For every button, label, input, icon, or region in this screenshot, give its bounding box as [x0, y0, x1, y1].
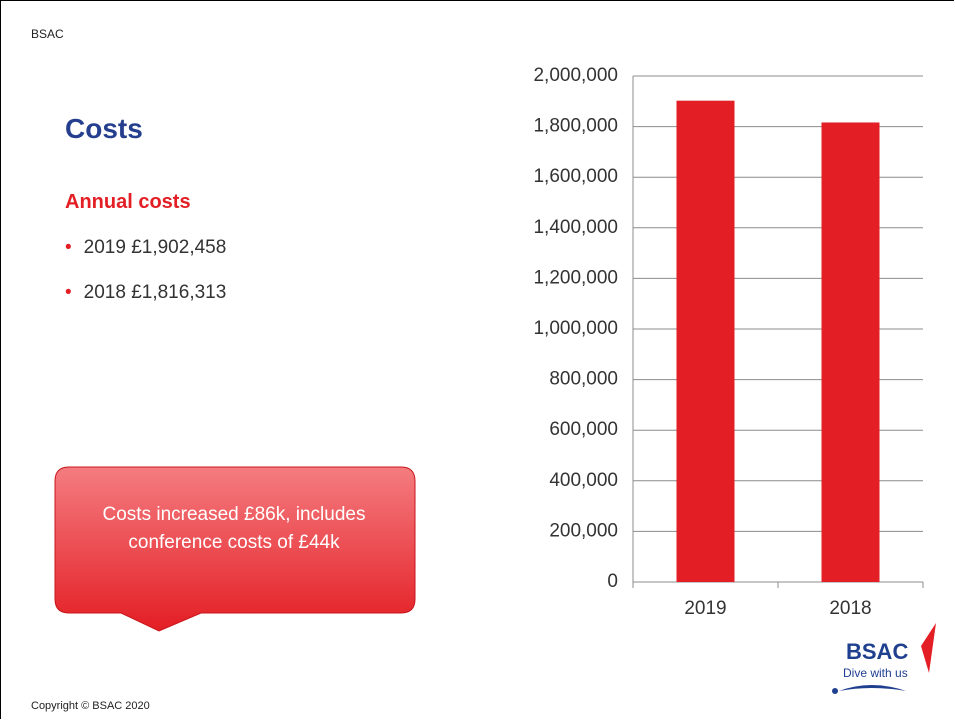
bar [676, 100, 735, 582]
y-tick-label: 600,000 [549, 419, 618, 440]
y-tick-label: 1,800,000 [533, 116, 618, 137]
title: Costs [65, 113, 143, 144]
bar [821, 122, 880, 582]
logo-flag [921, 623, 936, 673]
y-tick-label: 400,000 [549, 470, 618, 491]
logo-swoosh [839, 685, 906, 691]
logo-tagline: Dive with us [843, 666, 908, 680]
callout-text: Costs increased £86k, includes conferenc… [102, 504, 366, 553]
y-tick-label: 200,000 [549, 520, 618, 541]
footer: Copyright © BSAC 2020 [31, 700, 150, 712]
callout-shape [54, 466, 416, 632]
logo-name: BSAC [846, 639, 908, 664]
y-tick-label: 2,000,000 [533, 65, 618, 86]
logo: BSAC Dive with us [832, 623, 936, 694]
subtitle: Annual costs [65, 191, 191, 213]
bullet-item: • 2018 £1,816,313 [65, 282, 227, 303]
y-tick-label: 800,000 [549, 369, 618, 390]
bullet-item: • 2019 £1,902,458 [65, 237, 227, 258]
y-tick-label: 1,000,000 [533, 318, 618, 339]
x-tick-label: 2018 [829, 598, 871, 619]
header: BSAC [31, 27, 64, 41]
y-tick-label: 1,200,000 [533, 267, 618, 288]
bullet-text: 2018 £1,816,313 [83, 282, 227, 303]
bullet-text: 2019 £1,902,458 [83, 237, 227, 258]
y-tick-label: 1,600,000 [533, 166, 618, 187]
logo-dot [832, 688, 838, 694]
y-tick-label: 0 [607, 571, 618, 592]
y-tick-label: 1,400,000 [533, 217, 618, 238]
x-tick-label: 2019 [684, 598, 726, 619]
